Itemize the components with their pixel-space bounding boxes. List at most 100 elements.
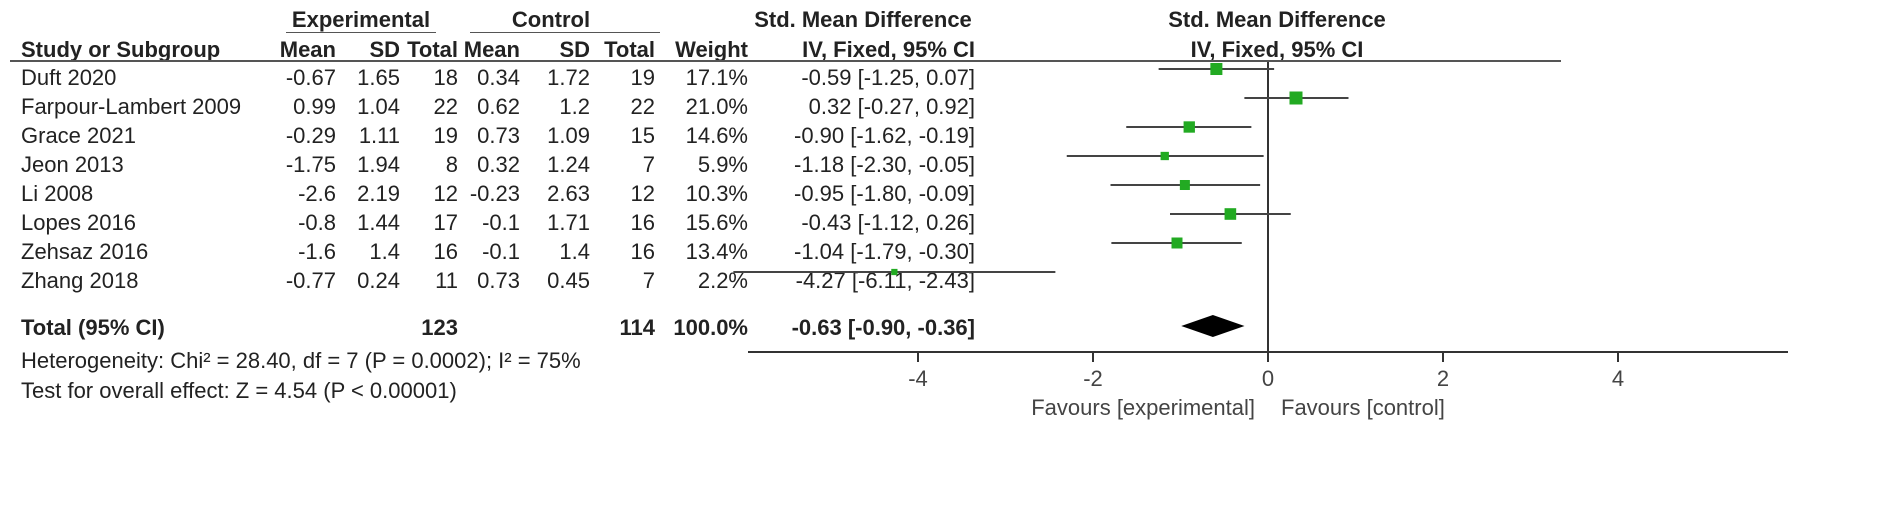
mean-experimental: -1.75 <box>285 152 336 177</box>
sd-experimental: 1.94 <box>357 152 400 177</box>
total-experimental: 19 <box>433 123 458 148</box>
study-name: Lopes 2016 <box>21 210 136 235</box>
total-control: 22 <box>630 94 655 119</box>
sd-control: 1.09 <box>547 123 590 148</box>
total-control: 15 <box>630 123 655 148</box>
mean-control: 0.73 <box>477 123 520 148</box>
study-marker <box>1210 62 1223 76</box>
ci: -0.90 [-1.62, -0.19] <box>794 123 975 148</box>
weight: 5.9% <box>697 152 748 177</box>
sd-control: 1.24 <box>547 152 590 177</box>
study-marker <box>1171 237 1183 249</box>
total-experimental: 16 <box>433 239 458 264</box>
study-name: Duft 2020 <box>21 65 117 90</box>
sd-control: 1.2 <box>559 94 590 119</box>
group1-underline <box>286 32 436 33</box>
sd-experimental: 2.19 <box>357 181 400 206</box>
total-weight: 100.0% <box>673 315 748 340</box>
study-marker <box>1183 121 1195 133</box>
mean-control: 0.73 <box>477 268 520 293</box>
effect-header: Std. Mean Difference <box>754 7 972 32</box>
mean-experimental: -1.6 <box>298 239 336 264</box>
total2-column-header: Total <box>604 37 655 62</box>
sd-experimental: 1.4 <box>369 239 400 264</box>
x-tick-label: -2 <box>1083 366 1103 391</box>
mean-control: -0.1 <box>482 239 520 264</box>
header-rule <box>10 60 1561 62</box>
total-experimental: 8 <box>445 152 458 177</box>
weight: 21.0% <box>685 94 748 119</box>
sd-control: 0.45 <box>547 268 590 293</box>
study-column-header: Study or Subgroup <box>21 37 221 62</box>
sd-experimental: 1.65 <box>357 65 400 90</box>
method-column-header: IV, Fixed, 95% CI <box>802 37 975 62</box>
ci: -0.43 [-1.12, 0.26] <box>801 210 975 235</box>
study-name: Farpour-Lambert 2009 <box>21 94 242 119</box>
total-n-experimental: 123 <box>421 315 458 340</box>
sd1-column-header: SD <box>369 37 400 62</box>
study-name: Zhang 2018 <box>21 268 139 293</box>
mean-control: 0.32 <box>477 152 520 177</box>
weight-column-header: Weight <box>675 37 748 62</box>
mean-experimental: -0.8 <box>298 210 336 235</box>
ci: -4.27 [-6.11, -2.43] <box>795 268 975 293</box>
sd-experimental: 0.24 <box>357 268 400 293</box>
plot-title: Std. Mean Difference <box>1168 7 1386 32</box>
pooled-diamond <box>1181 315 1245 337</box>
study-marker <box>1179 179 1190 191</box>
overall-effect-text: Test for overall effect: Z = 4.54 (P < 0… <box>21 378 457 403</box>
total-experimental: 18 <box>433 65 458 90</box>
x-tick-label: 4 <box>1612 366 1624 391</box>
sd-control: 1.72 <box>547 65 590 90</box>
mean-experimental: -2.6 <box>298 181 336 206</box>
sd-experimental: 1.44 <box>357 210 400 235</box>
mean-control: -0.23 <box>469 181 520 206</box>
total-control: 12 <box>630 181 655 206</box>
mean-experimental: -0.67 <box>285 65 336 90</box>
total-control: 7 <box>642 268 655 293</box>
weight: 10.3% <box>685 181 748 206</box>
weight: 2.2% <box>697 268 748 293</box>
study-name: Li 2008 <box>21 181 94 206</box>
mean-experimental: -0.29 <box>285 123 336 148</box>
study-marker <box>1224 208 1237 220</box>
plot-method-header: IV, Fixed, 95% CI <box>1190 37 1364 62</box>
total-label: Total (95% CI) <box>21 315 165 340</box>
weight: 14.6% <box>685 123 748 148</box>
total-control: 7 <box>642 152 655 177</box>
study-marker <box>891 268 898 276</box>
sd-experimental: 1.04 <box>357 94 400 119</box>
study-name: Zehsaz 2016 <box>21 239 149 264</box>
total-control: 19 <box>630 65 655 90</box>
sd2-column-header: SD <box>559 37 590 62</box>
ci: -0.95 [-1.80, -0.09] <box>794 181 975 206</box>
sd-control: 1.71 <box>547 210 590 235</box>
study-name: Jeon 2013 <box>21 152 124 177</box>
ci: -1.18 [-2.30, -0.05] <box>794 152 975 177</box>
ci: 0.32 [-0.27, 0.92] <box>808 94 975 119</box>
total-experimental: 17 <box>433 210 458 235</box>
favours-control-label: Favours [control] <box>1281 395 1445 420</box>
total-control: 16 <box>630 239 655 264</box>
weight: 15.6% <box>685 210 748 235</box>
group2-underline <box>470 32 660 33</box>
mean-control: 0.34 <box>477 65 520 90</box>
total-experimental: 22 <box>433 94 458 119</box>
study-marker <box>1160 151 1169 161</box>
mean2-column-header: Mean <box>463 37 520 62</box>
mean-control: -0.1 <box>482 210 520 235</box>
mean-experimental: -0.77 <box>285 268 336 293</box>
mean-control: 0.62 <box>477 94 520 119</box>
total-n-control: 114 <box>619 315 656 340</box>
mean-experimental: 0.99 <box>293 94 336 119</box>
x-tick-label: -4 <box>908 366 928 391</box>
ci: -0.59 [-1.25, 0.07] <box>801 65 975 90</box>
heterogeneity-text: Heterogeneity: Chi² = 28.40, df = 7 (P =… <box>21 348 581 373</box>
weight: 13.4% <box>685 239 748 264</box>
study-name: Grace 2021 <box>21 123 136 148</box>
x-tick-label: 2 <box>1437 366 1449 391</box>
x-tick-label: 0 <box>1262 366 1274 391</box>
total1-column-header: Total <box>407 37 458 62</box>
mean1-column-header: Mean <box>279 37 336 62</box>
